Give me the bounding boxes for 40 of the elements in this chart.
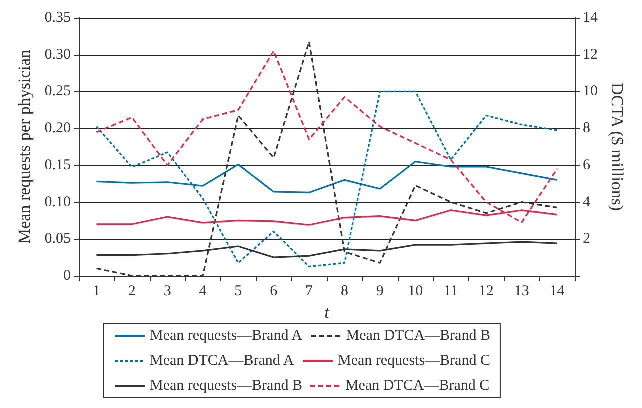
y-tick-label: 0.30 [44, 46, 71, 63]
y-tick-label: 0.05 [44, 231, 71, 248]
y2-tick-label: 4 [583, 194, 591, 210]
y-tick-label: 0.10 [44, 194, 71, 210]
x-axis-title: t [324, 302, 331, 322]
y2-tick-label: 6 [583, 157, 591, 174]
legend-label: Mean DTCA—Brand A [150, 353, 294, 369]
y-tick-label: 0.25 [44, 84, 71, 100]
y2-tick-label: 8 [583, 120, 590, 137]
legend-label: Mean requests—Brand B [150, 378, 302, 394]
x-tick-label: 13 [514, 284, 530, 300]
legend-label: Mean DTCA—Brand B [346, 328, 490, 344]
x-tick-label: 3 [164, 284, 172, 300]
y-tick-label: 0.20 [44, 120, 71, 137]
x-tick-label: 8 [340, 284, 348, 300]
y2-tick-label: 2 [583, 231, 590, 248]
x-tick-label: 4 [199, 284, 208, 300]
y-tick-label: 0 [64, 268, 71, 284]
line-series [96, 90, 558, 268]
x-tick-label: 7 [306, 284, 314, 300]
x-tick-label: 9 [376, 284, 384, 300]
x-tick-label: 2 [128, 284, 136, 300]
legend-label: Mean requests—Brand C [338, 353, 490, 369]
line-series [96, 50, 558, 224]
x-tick-label: 6 [270, 284, 278, 300]
y-tick-label: 0.15 [44, 157, 71, 174]
legend-label: Mean DTCA—Brand C [345, 378, 490, 394]
x-tick-label: 14 [550, 284, 566, 300]
y2-axis-title: DCTA ($ millions) [608, 82, 627, 212]
legend-label: Mean requests—Brand A [150, 328, 303, 344]
x-tick-label: 11 [444, 284, 458, 300]
y-axis-title: Mean requests per physician [15, 49, 34, 244]
y2-tick-label: 12 [583, 46, 598, 63]
x-tick-label: 1 [92, 284, 100, 300]
y2-tick-label: 10 [583, 84, 598, 100]
y-tick-label: 0.35 [44, 10, 71, 26]
y2-tick-label: 14 [583, 10, 598, 26]
x-tick-label: 5 [234, 284, 242, 300]
x-tick-label: 12 [478, 284, 494, 300]
x-tick-label: 10 [408, 284, 424, 300]
